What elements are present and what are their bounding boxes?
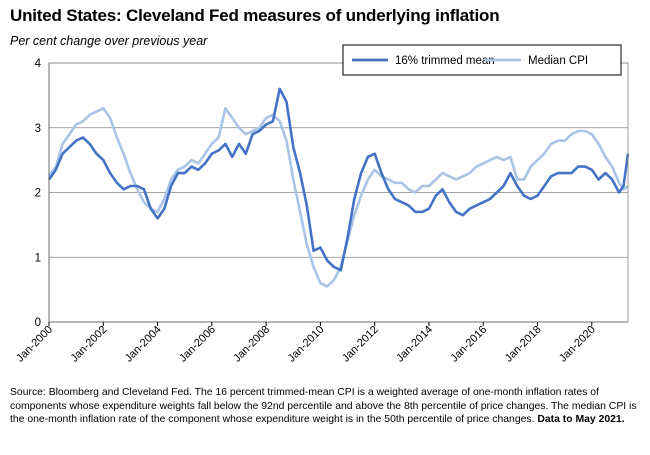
x-tick-label: Jan-2012: [340, 324, 381, 365]
source-text: Source: Bloomberg and Cleveland Fed. The…: [10, 387, 637, 426]
chart-title: United States: Cleveland Fed measures of…: [10, 6, 500, 25]
x-tick-label: Jan-2010: [286, 324, 327, 365]
series-line-median-cpi: [47, 107, 629, 288]
x-tick-label: Jan-2016: [448, 324, 489, 365]
x-tick-labels: Jan-2000 Jan-2002 Jan-2004 Jan-2006 Jan-2008…: [14, 322, 598, 365]
y-tick-label: 2: [35, 188, 41, 200]
x-tick-label: Jan-2020: [557, 324, 598, 365]
series-lines: [47, 87, 630, 288]
axes: [48, 62, 629, 323]
x-tick-label: Jan-2014: [394, 324, 435, 365]
source-note: Source: Bloomberg and Cleveland Fed. The…: [10, 386, 642, 427]
y-tick-label: 4: [35, 58, 42, 70]
x-tick-label: Jan-2004: [123, 324, 164, 365]
legend-label: 16% trimmed mean: [395, 55, 495, 67]
y-tick-label: 0: [35, 317, 41, 329]
x-tick-label: Jan-2008: [231, 324, 272, 365]
data-note: Data to May 2021.: [537, 414, 625, 426]
x-tick-label: Jan-2006: [177, 324, 218, 365]
legend-label: Median CPI: [528, 55, 588, 67]
y-tick-label: 3: [35, 123, 41, 135]
gridlines: [49, 62, 628, 258]
x-tick-label: Jan-2018: [503, 324, 544, 365]
y-tick-label: 1: [35, 252, 41, 264]
x-tick-label: Jan-2000: [14, 324, 55, 365]
y-axis-unit-label: Per cent change over previous year: [10, 34, 208, 48]
legend: 16% trimmed mean Median CPI: [342, 44, 622, 76]
plot-frame: [48, 62, 629, 323]
series-line-16-trimmed-mean: [47, 87, 630, 272]
x-tick-label: Jan-2002: [68, 324, 109, 365]
y-tick-labels: 0 1 2 3 4: [35, 58, 42, 329]
legend-box: [342, 44, 622, 76]
